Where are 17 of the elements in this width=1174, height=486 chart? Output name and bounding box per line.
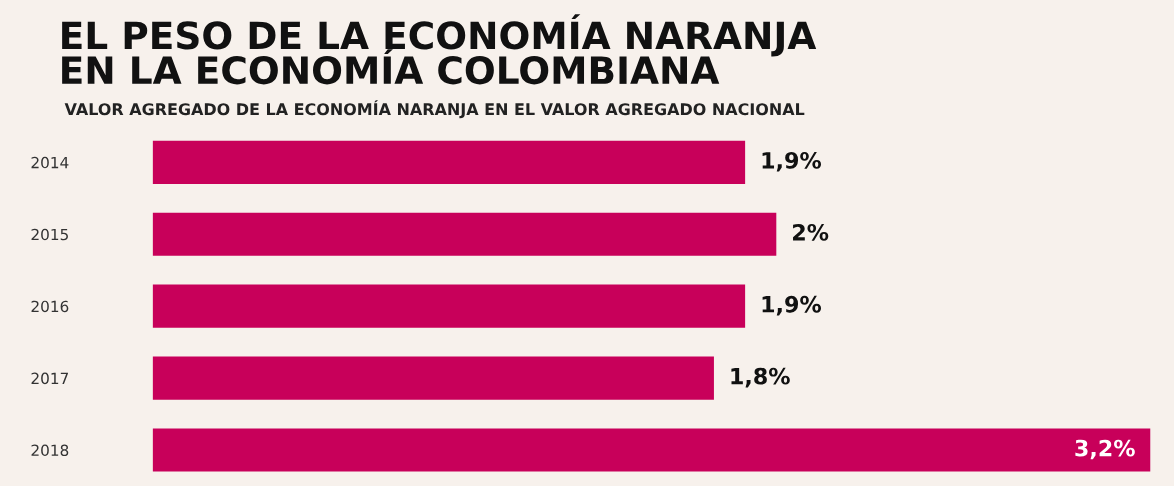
chart-subtitle: VALOR AGREGADO DE LA ECONOMÍA NARANJA EN EL VALOR AGREGADO NACIONAL [64, 100, 805, 119]
data-label: 3,2% [1075, 439, 1135, 460]
data-label: 1,8% [731, 367, 790, 388]
data-label: 1,9% [762, 151, 822, 172]
bar [152, 428, 1151, 472]
bar [152, 356, 714, 400]
y-tick-label: 2015 [31, 228, 68, 241]
chart-title: EL PESO DE LA ECONOMÍA NARANJA EN LA ECONOMÍA COLOMBIANA [62, 14, 817, 85]
bar [152, 212, 777, 256]
y-tick-label: 2018 [31, 444, 69, 457]
data-label: 2% [793, 223, 829, 241]
y-tick-label: 2016 [31, 300, 69, 313]
bar [152, 140, 746, 184]
data-label: 1,9% [762, 295, 822, 316]
bar [152, 284, 746, 328]
y-tick-label: 2017 [31, 372, 68, 385]
y-tick-label: 2014 [31, 156, 69, 169]
